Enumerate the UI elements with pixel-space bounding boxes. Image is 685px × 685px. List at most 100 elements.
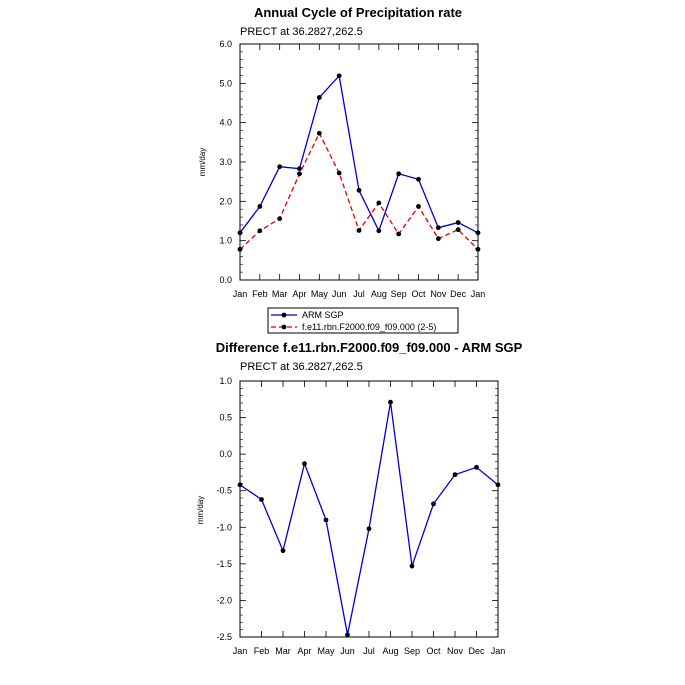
data-point-series-1	[455, 227, 461, 233]
data-point-series-1	[416, 204, 421, 209]
data-point-series-1	[435, 236, 441, 242]
data-point-series-0	[455, 220, 461, 225]
x-tick-label: Oct	[426, 646, 441, 656]
chart-subtitle: PRECT at 36.2827,262.5	[240, 361, 363, 373]
x-tick-label: Aug	[371, 289, 387, 299]
data-point-series-1	[316, 130, 322, 136]
x-tick-label: Jul	[363, 646, 375, 656]
legend-label-model: f.e11.rbn.F2000.f09_f09.000 (2-5)	[302, 322, 436, 332]
x-tick-label: Aug	[382, 646, 398, 656]
data-point-series-1	[336, 170, 342, 176]
data-point-series-0	[435, 225, 441, 231]
data-point-series-1	[297, 171, 302, 177]
y-tick-label: 4.0	[219, 118, 232, 128]
plot-area: Jan Feb Mar Apr May Jun Jul Aug Sep Oct Nov Dec Jan-…	[216, 376, 505, 656]
legend-marker-arm-sgp	[281, 312, 287, 318]
x-tick-label: Feb	[254, 646, 270, 656]
legend-marker-model	[281, 324, 287, 330]
y-tick-label: 2.0	[219, 196, 232, 206]
data-point-series-0	[388, 399, 393, 405]
x-tick-label: Apr	[297, 646, 311, 656]
x-tick-label: Nov	[447, 646, 464, 656]
chart-title: Annual Cycle of Precipitation rate	[254, 5, 462, 20]
x-tick-label: Mar	[275, 646, 291, 656]
y-tick-label: 0.5	[219, 413, 232, 423]
x-tick-label: Mar	[272, 289, 288, 299]
series-line-0	[239, 402, 499, 635]
data-point-series-0	[366, 526, 372, 532]
y-tick-label: 5.0	[219, 78, 232, 88]
legend-box	[267, 307, 459, 334]
x-tick-label: Oct	[411, 289, 426, 299]
data-point-series-0	[323, 517, 329, 523]
data-point-series-1	[376, 200, 382, 206]
chart-title: Difference f.e11.rbn.F2000.f09_f09.000 -…	[216, 340, 523, 355]
x-tick-label: Jan	[471, 289, 486, 299]
x-tick-label: Jan	[491, 646, 506, 656]
data-point-series-0	[356, 187, 362, 193]
x-tick-label: Dec	[468, 646, 485, 656]
x-tick-label: Feb	[252, 289, 268, 299]
data-point-series-0	[297, 166, 302, 172]
data-point-series-1	[277, 216, 283, 222]
x-tick-label: Jul	[353, 289, 365, 299]
data-point-series-0	[280, 548, 286, 554]
data-point-series-0	[416, 176, 421, 182]
x-tick-label: Sep	[391, 289, 407, 299]
plot-frame	[239, 43, 479, 281]
y-tick-label: 1.0	[219, 376, 232, 386]
y-tick-label: -2.5	[216, 632, 232, 642]
data-point-series-0	[302, 461, 307, 467]
data-point-series-0	[336, 73, 342, 79]
y-tick-label: 1.0	[219, 236, 232, 246]
x-tick-label: Apr	[292, 289, 306, 299]
data-point-series-0	[259, 497, 264, 502]
data-point-series-0	[474, 464, 479, 470]
series-line-0	[239, 74, 479, 234]
data-point-series-0	[475, 230, 481, 236]
x-tick-label: Dec	[450, 289, 467, 299]
plot-area: Jan Feb Mar Apr May Jun Jul Aug Sep Oct Nov Dec Jan0…	[219, 39, 485, 299]
annual-cycle-chart: Annual Cycle of Precipitation rate PRECT…	[198, 5, 485, 334]
plot-frame	[239, 380, 499, 638]
y-tick-label: -0.5	[216, 486, 232, 496]
y-tick-label: 0.0	[219, 275, 232, 285]
y-tick-label: -1.0	[216, 522, 232, 532]
data-point-series-0	[376, 228, 382, 234]
y-tick-label: 6.0	[219, 39, 232, 49]
x-tick-label: Jan	[233, 289, 248, 299]
y-tick-label: 0.0	[219, 449, 232, 459]
y-tick-label: -1.5	[216, 559, 232, 569]
data-point-series-1	[356, 228, 362, 233]
legend-entry-arm-sgp: ARM SGP	[271, 310, 344, 320]
data-point-series-0	[409, 563, 415, 569]
difference-chart: Difference f.e11.rbn.F2000.f09_f09.000 -…	[196, 340, 523, 656]
data-point-series-0	[316, 95, 322, 100]
legend: ARM SGP f.e11.rbn.F2000.f09_f09.000 (2-5…	[267, 307, 459, 334]
x-tick-label: May	[311, 289, 329, 299]
data-point-series-0	[237, 230, 243, 236]
legend-label-arm-sgp: ARM SGP	[302, 310, 344, 320]
x-tick-label: Jun	[332, 289, 347, 299]
y-axis-label: mm/day	[196, 496, 205, 524]
chart-subtitle: PRECT at 36.2827,262.5	[240, 26, 363, 38]
data-point-series-0	[396, 171, 402, 177]
data-point-series-0	[431, 501, 436, 507]
data-point-series-0	[277, 164, 283, 170]
x-tick-label: Sep	[404, 646, 420, 656]
data-point-series-0	[237, 482, 243, 488]
x-tick-label: Jan	[233, 646, 248, 656]
y-tick-label: -2.0	[216, 595, 232, 605]
data-point-series-0	[345, 632, 350, 638]
data-point-series-1	[257, 228, 263, 234]
legend-entry-model: f.e11.rbn.F2000.f09_f09.000 (2-5)	[271, 322, 436, 332]
x-tick-label: Jun	[340, 646, 355, 656]
data-point-series-1	[475, 246, 481, 252]
data-point-series-0	[452, 472, 458, 478]
x-tick-label: Nov	[430, 289, 447, 299]
data-point-series-0	[495, 482, 501, 488]
y-axis-label: mm/day	[198, 148, 207, 176]
data-point-series-1	[237, 246, 243, 252]
data-point-series-0	[257, 204, 263, 209]
